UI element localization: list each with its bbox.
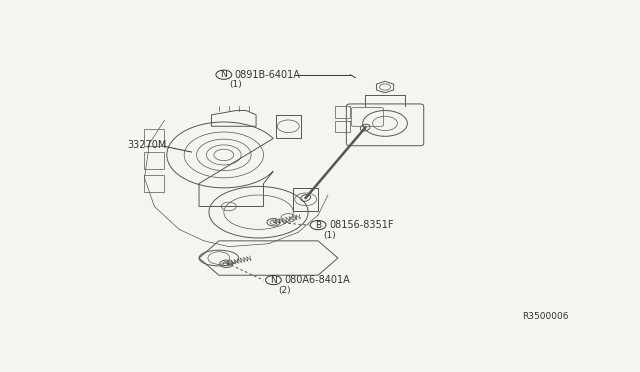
Text: B: B	[315, 221, 321, 230]
Text: (1): (1)	[229, 80, 241, 89]
Text: 080A6-8401A: 080A6-8401A	[284, 275, 350, 285]
Text: (2): (2)	[278, 286, 291, 295]
Text: 0891B-6401A: 0891B-6401A	[235, 70, 301, 80]
Text: 33270M: 33270M	[127, 140, 166, 150]
Text: (1): (1)	[323, 231, 336, 240]
Text: 08156-8351F: 08156-8351F	[329, 220, 394, 230]
Text: N: N	[220, 70, 227, 79]
Text: R3500006: R3500006	[522, 312, 568, 321]
Text: N: N	[270, 276, 277, 285]
